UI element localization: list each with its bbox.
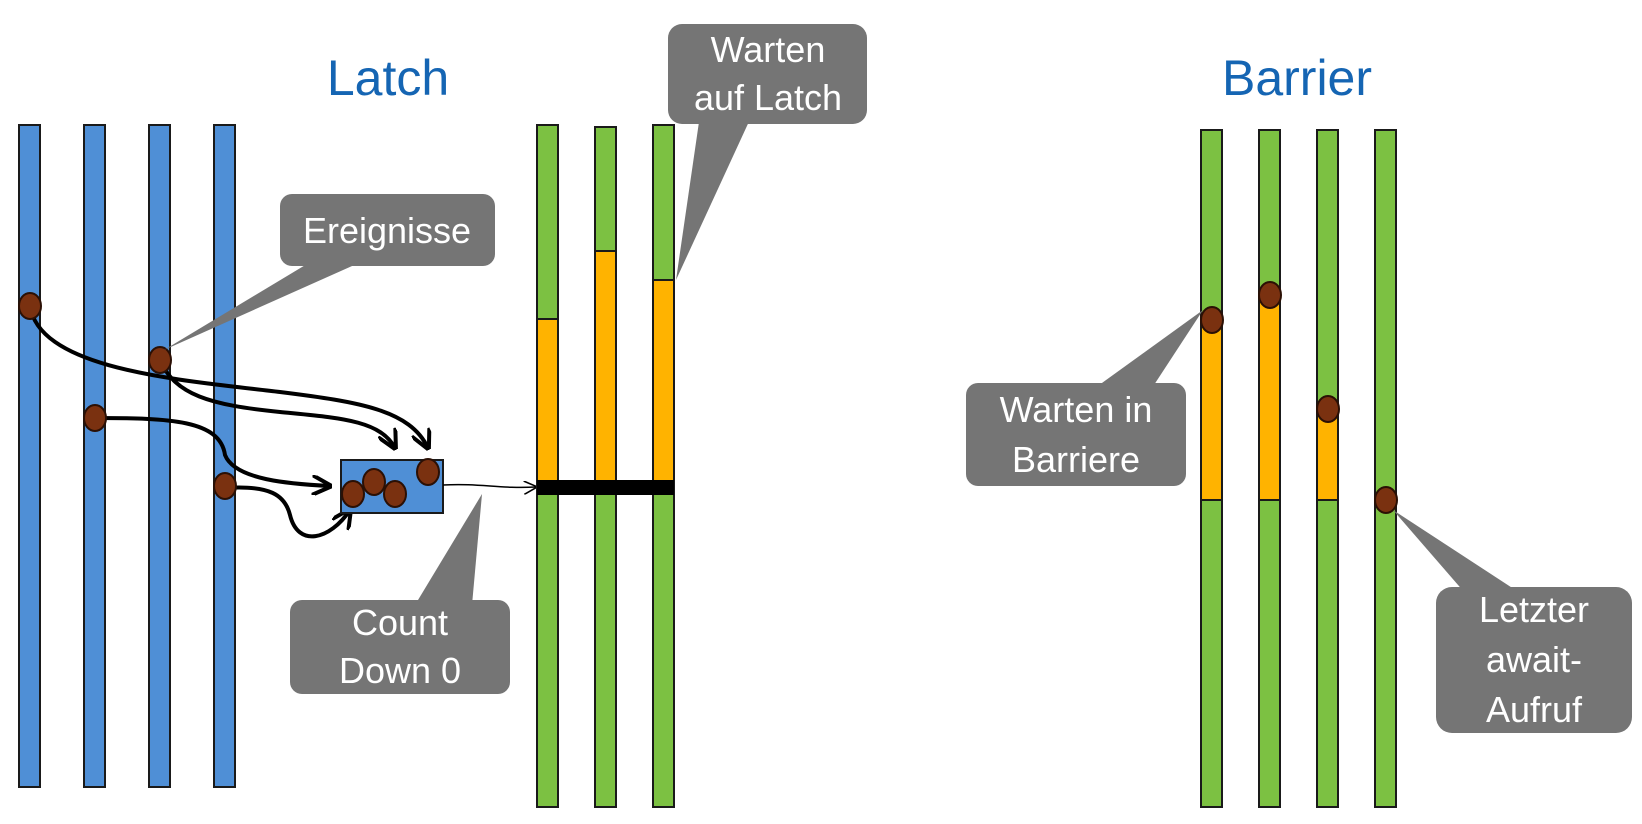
counted-event-dot (341, 480, 365, 508)
latch-wait-segment-3 (652, 279, 675, 488)
countdown-label-line2: Down 0 (339, 650, 461, 691)
barrier-thread-4 (1374, 129, 1397, 808)
event-dot (213, 472, 237, 500)
latch-waiting-threads (536, 124, 675, 808)
await-call-dot (1258, 281, 1282, 309)
counted-event-dot (416, 458, 440, 486)
latch-wait-segment-2 (594, 250, 617, 488)
latch-title: Latch (327, 50, 449, 106)
barrier-wait-label-line1: Warten in (1000, 389, 1153, 430)
event-thread-2 (83, 124, 106, 788)
latch-release-line (537, 480, 674, 495)
event-dot (83, 404, 107, 432)
event-arrow-4 (223, 485, 350, 539)
barrier-threads (1200, 129, 1397, 808)
counted-event-dot (362, 468, 386, 496)
barrier-await-events (1200, 281, 1398, 514)
release-arrow (442, 485, 536, 488)
barrier-wait-label-line2: Barriere (1012, 439, 1140, 480)
event-dot (148, 346, 172, 374)
event-dot (18, 292, 42, 320)
event-arrows (28, 304, 428, 539)
await-call-dot (1316, 395, 1340, 423)
countdown-label-line1: Count (352, 602, 448, 643)
event-threads (18, 124, 236, 788)
last-await-call-dot (1374, 486, 1398, 514)
barrier-wait-segment-2 (1258, 289, 1281, 501)
await-call-dot (1200, 306, 1224, 334)
barrier-title: Barrier (1222, 50, 1372, 106)
last-call-label-line1: Letzter (1479, 589, 1589, 630)
countdown-callout: Count Down 0 (290, 494, 510, 694)
events (18, 292, 440, 508)
events-label: Ereignisse (303, 210, 471, 251)
barrier-wait-callout: Warten in Barriere (966, 310, 1203, 486)
event-thread-3 (148, 124, 171, 788)
latch-wait-callout: Warten auf Latch (668, 24, 867, 280)
latch-wait-label-line2: auf Latch (694, 77, 842, 118)
counted-event-dot (383, 480, 407, 508)
event-thread-1 (18, 124, 41, 788)
latch-wait-label-line1: Warten (711, 29, 826, 70)
event-arrow-1 (28, 304, 428, 448)
last-call-label-line2: await- (1486, 639, 1582, 680)
event-arrow-2 (158, 358, 395, 448)
latch-wait-segment-1 (536, 318, 559, 488)
barrier-wait-segment-1 (1200, 314, 1223, 501)
last-call-callout: Letzter await- Aufruf (1393, 510, 1632, 733)
event-arrow-3 (93, 416, 330, 486)
last-call-label-line3: Aufruf (1486, 689, 1583, 730)
events-callout: Ereignisse (164, 194, 495, 350)
